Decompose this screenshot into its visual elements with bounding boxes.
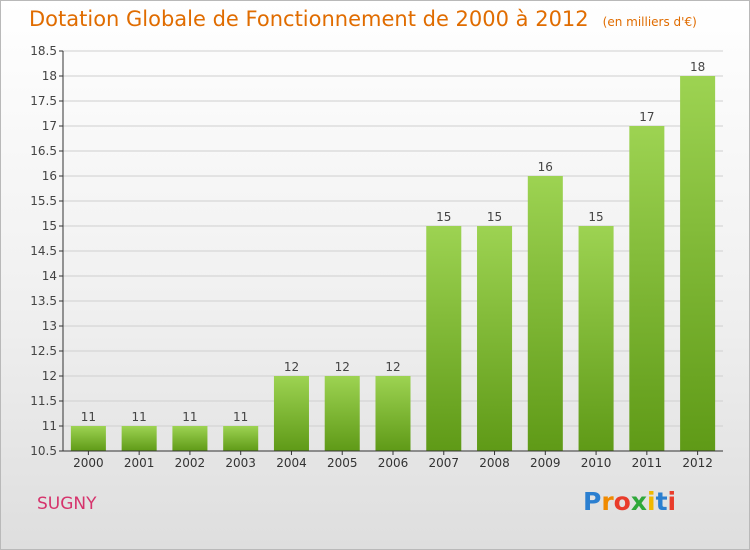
y-tick-label: 18.5 bbox=[30, 44, 57, 58]
data-labels: 11 11 11 11 12 12 12 15 15 16 15 17 18 bbox=[81, 60, 706, 424]
x-tick-label: 2002 bbox=[175, 456, 206, 470]
y-tick-label: 13 bbox=[42, 319, 57, 333]
chart-unit: (en milliers d'€) bbox=[602, 15, 697, 29]
bar bbox=[527, 176, 563, 451]
logo-letter: P bbox=[583, 487, 602, 516]
data-label: 15 bbox=[436, 210, 451, 224]
y-tick-label: 17 bbox=[42, 119, 57, 133]
y-tick-label: 17.5 bbox=[30, 94, 57, 108]
x-tick-label: 2006 bbox=[378, 456, 409, 470]
y-tick-label: 11.5 bbox=[30, 394, 57, 408]
x-tick-label: 2003 bbox=[225, 456, 256, 470]
data-label: 12 bbox=[284, 360, 299, 374]
bar bbox=[578, 226, 614, 451]
bar bbox=[273, 376, 309, 451]
data-label: 11 bbox=[182, 410, 197, 424]
bar bbox=[629, 126, 665, 451]
x-tick-label: 2009 bbox=[530, 456, 561, 470]
data-label: 12 bbox=[335, 360, 350, 374]
x-axis-ticks: 2000 2001 2002 2003 2004 2005 2006 2007 2008 2009… bbox=[73, 451, 713, 470]
proxiti-logo: Proxiti bbox=[583, 487, 676, 516]
x-tick-label: 2010 bbox=[581, 456, 612, 470]
data-label: 12 bbox=[385, 360, 400, 374]
data-label: 11 bbox=[132, 410, 147, 424]
bar-chart: 10.5 11 11.5 12 12.5 13 13.5 14 14.5 15 15.5 16 16.5… bbox=[30, 44, 723, 470]
y-tick-label: 11 bbox=[42, 419, 57, 433]
data-label: 15 bbox=[487, 210, 502, 224]
bar bbox=[426, 226, 462, 451]
logo-letter: r bbox=[601, 487, 614, 516]
y-tick-label: 14 bbox=[42, 269, 57, 283]
data-label: 11 bbox=[81, 410, 96, 424]
bar bbox=[121, 426, 157, 451]
logo-letter: i bbox=[667, 487, 677, 516]
y-tick-label: 15 bbox=[42, 219, 57, 233]
bars bbox=[70, 76, 716, 451]
bar bbox=[223, 426, 259, 451]
data-label: 18 bbox=[690, 60, 705, 74]
y-tick-label: 16.5 bbox=[30, 144, 57, 158]
y-tick-label: 14.5 bbox=[30, 244, 57, 258]
logo-letter: i bbox=[647, 487, 656, 516]
y-tick-label: 13.5 bbox=[30, 294, 57, 308]
y-tick-label: 12.5 bbox=[30, 344, 57, 358]
x-tick-label: 2005 bbox=[327, 456, 358, 470]
y-tick-label: 16 bbox=[42, 169, 57, 183]
x-tick-label: 2012 bbox=[682, 456, 713, 470]
data-label: 15 bbox=[588, 210, 603, 224]
x-tick-label: 2011 bbox=[632, 456, 663, 470]
x-tick-label: 2001 bbox=[124, 456, 155, 470]
x-tick-label: 2008 bbox=[479, 456, 510, 470]
axes bbox=[62, 51, 723, 452]
x-tick-label: 2004 bbox=[276, 456, 307, 470]
data-label: 16 bbox=[538, 160, 553, 174]
y-axis-ticks: 10.5 11 11.5 12 12.5 13 13.5 14 14.5 15 15.5 16 16.5… bbox=[30, 44, 63, 458]
y-tick-label: 18 bbox=[42, 69, 57, 83]
bar bbox=[172, 426, 208, 451]
x-tick-label: 2000 bbox=[73, 456, 104, 470]
commune-name: SUGNY bbox=[37, 494, 97, 514]
data-label: 11 bbox=[233, 410, 248, 424]
logo-letter: x bbox=[630, 487, 647, 516]
data-label: 17 bbox=[639, 110, 654, 124]
chart-title-text: Dotation Globale de Fonctionnement de 20… bbox=[29, 7, 589, 31]
bar bbox=[70, 426, 106, 451]
bar bbox=[477, 226, 513, 451]
y-tick-label: 12 bbox=[42, 369, 57, 383]
logo-letter: o bbox=[613, 487, 631, 516]
bar bbox=[680, 76, 716, 451]
y-tick-label: 15.5 bbox=[30, 194, 57, 208]
bar bbox=[375, 376, 411, 451]
bar bbox=[324, 376, 360, 451]
y-tick-label: 10.5 bbox=[30, 444, 57, 458]
x-tick-label: 2007 bbox=[428, 456, 459, 470]
logo-letter: t bbox=[655, 487, 668, 516]
chart-title: Dotation Globale de Fonctionnement de 20… bbox=[29, 7, 697, 31]
